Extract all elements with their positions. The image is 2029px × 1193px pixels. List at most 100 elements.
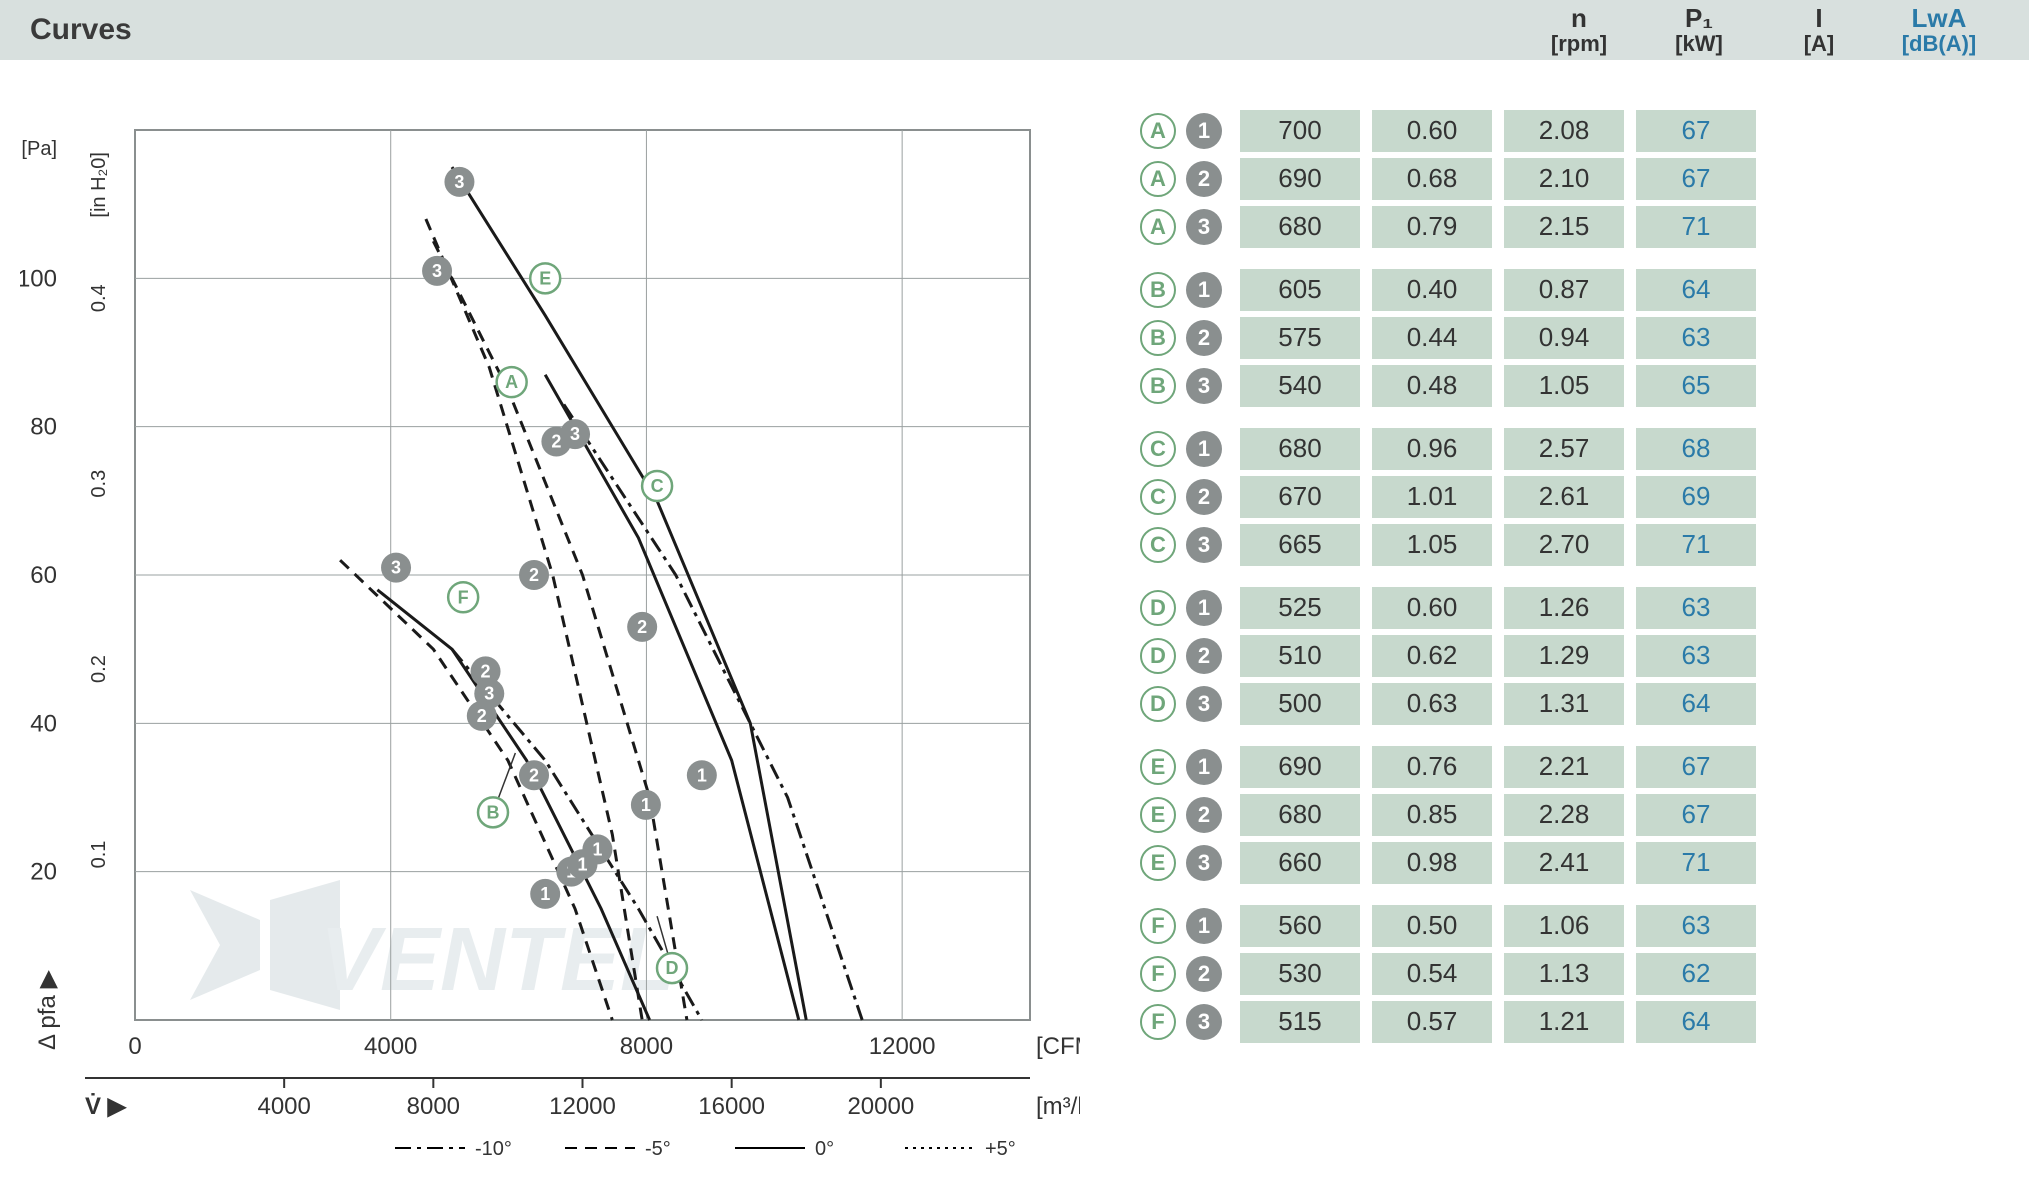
table-group: F15600.501.0663F25300.541.1362F35150.571… [1140,903,1999,1044]
svg-text:-5°: -5° [645,1138,671,1160]
group-letter-badge: E [1140,845,1176,881]
group-letter-badge: C [1140,431,1176,467]
group-letter-badge: D [1140,638,1176,674]
cell-power: 0.79 [1372,206,1492,248]
cell-noise: 68 [1636,428,1756,470]
svg-text:0.3: 0.3 [88,470,110,498]
row-number-badge: 2 [1186,479,1222,515]
cell-noise: 69 [1636,476,1756,518]
page-title: Curves [30,13,132,47]
svg-text:8000: 8000 [620,1033,673,1060]
group-letter-badge: F [1140,1004,1176,1040]
row-number-badge: 2 [1186,797,1222,833]
svg-text:1: 1 [641,795,651,815]
cell-current: 1.29 [1504,635,1624,677]
column-header: P₁[kW] [1639,4,1759,57]
row-number-badge: 1 [1186,272,1222,308]
svg-text:2: 2 [477,706,487,726]
table-row: C36651.052.7071 [1140,522,1999,567]
cell-noise: 65 [1636,365,1756,407]
svg-text:20: 20 [30,859,57,886]
cell-noise: 67 [1636,158,1756,200]
svg-text:80: 80 [30,414,57,441]
svg-text:2: 2 [529,565,539,585]
cell-rpm: 690 [1240,746,1360,788]
cell-current: 1.26 [1504,587,1624,629]
svg-text:[m³/h]: [m³/h] [1036,1093,1080,1120]
group-letter-badge: A [1140,113,1176,149]
svg-text:E: E [539,268,551,288]
cell-current: 2.28 [1504,794,1624,836]
cell-power: 0.68 [1372,158,1492,200]
cell-noise: 67 [1636,110,1756,152]
cell-power: 0.85 [1372,794,1492,836]
cell-current: 2.15 [1504,206,1624,248]
cell-rpm: 680 [1240,794,1360,836]
chart-svg: 20406080100[Pa]0.10.20.30.4[in H₂0]04000… [20,100,1080,1160]
cell-power: 0.48 [1372,365,1492,407]
cell-rpm: 670 [1240,476,1360,518]
cell-power: 0.44 [1372,317,1492,359]
svg-text:-10°: -10° [475,1138,512,1160]
table-row: C26701.012.6169 [1140,474,1999,519]
svg-text:2: 2 [481,661,491,681]
svg-text:C: C [651,476,664,496]
cell-power: 0.63 [1372,683,1492,725]
group-letter-badge: A [1140,161,1176,197]
cell-power: 0.98 [1372,842,1492,884]
svg-text:8000: 8000 [407,1093,460,1120]
svg-text:1: 1 [540,884,550,904]
svg-text:2: 2 [551,432,561,452]
svg-text:F: F [458,587,469,607]
row-number-badge: 2 [1186,161,1222,197]
group-letter-badge: E [1140,749,1176,785]
table-group: C16800.962.5768C26701.012.6169C36651.052… [1140,426,1999,567]
table-row: D25100.621.2963 [1140,633,1999,678]
cell-power: 0.54 [1372,953,1492,995]
column-header: I[A] [1759,4,1879,57]
cell-noise: 64 [1636,269,1756,311]
cell-current: 1.21 [1504,1001,1624,1043]
svg-text:4000: 4000 [257,1093,310,1120]
table-row: A17000.602.0867 [1140,108,1999,153]
cell-rpm: 665 [1240,524,1360,566]
group-letter-badge: F [1140,956,1176,992]
svg-text:12000: 12000 [869,1033,936,1060]
group-letter-badge: A [1140,209,1176,245]
cell-power: 0.60 [1372,110,1492,152]
svg-text:V̇ ▶: V̇ ▶ [85,1093,128,1120]
cell-rpm: 530 [1240,953,1360,995]
cell-rpm: 525 [1240,587,1360,629]
svg-text:16000: 16000 [698,1093,765,1120]
row-number-badge: 1 [1186,431,1222,467]
svg-text:0.1: 0.1 [88,841,110,869]
cell-current: 0.94 [1504,317,1624,359]
table-row: D15250.601.2663 [1140,585,1999,630]
table-row: E16900.762.2167 [1140,744,1999,789]
table-row: D35000.631.3164 [1140,681,1999,726]
svg-text:0.4: 0.4 [88,284,110,312]
row-number-badge: 1 [1186,749,1222,785]
svg-text:0°: 0° [815,1138,834,1160]
row-number-badge: 1 [1186,590,1222,626]
cell-noise: 63 [1636,635,1756,677]
table-group: B16050.400.8764B25750.440.9463B35400.481… [1140,267,1999,408]
cell-power: 0.40 [1372,269,1492,311]
table-row: A36800.792.1571 [1140,204,1999,249]
svg-text:2: 2 [637,617,647,637]
table-group: D15250.601.2663D25100.621.2963D35000.631… [1140,585,1999,726]
column-header: n[rpm] [1519,4,1639,57]
cell-current: 1.06 [1504,905,1624,947]
svg-text:+5°: +5° [985,1138,1016,1160]
svg-text:40: 40 [30,710,57,737]
table-row: B25750.440.9463 [1140,315,1999,360]
row-number-badge: 3 [1186,368,1222,404]
cell-current: 2.08 [1504,110,1624,152]
table-header: n[rpm]P₁[kW]I[A]LwA[dB(A)] [1519,4,1999,57]
row-number-badge: 2 [1186,638,1222,674]
svg-text:[CFM]: [CFM] [1036,1033,1080,1060]
svg-text:12000: 12000 [549,1093,616,1120]
table-group: E16900.762.2167E26800.852.2867E36600.982… [1140,744,1999,885]
row-number-badge: 2 [1186,956,1222,992]
svg-text:3: 3 [432,261,442,281]
